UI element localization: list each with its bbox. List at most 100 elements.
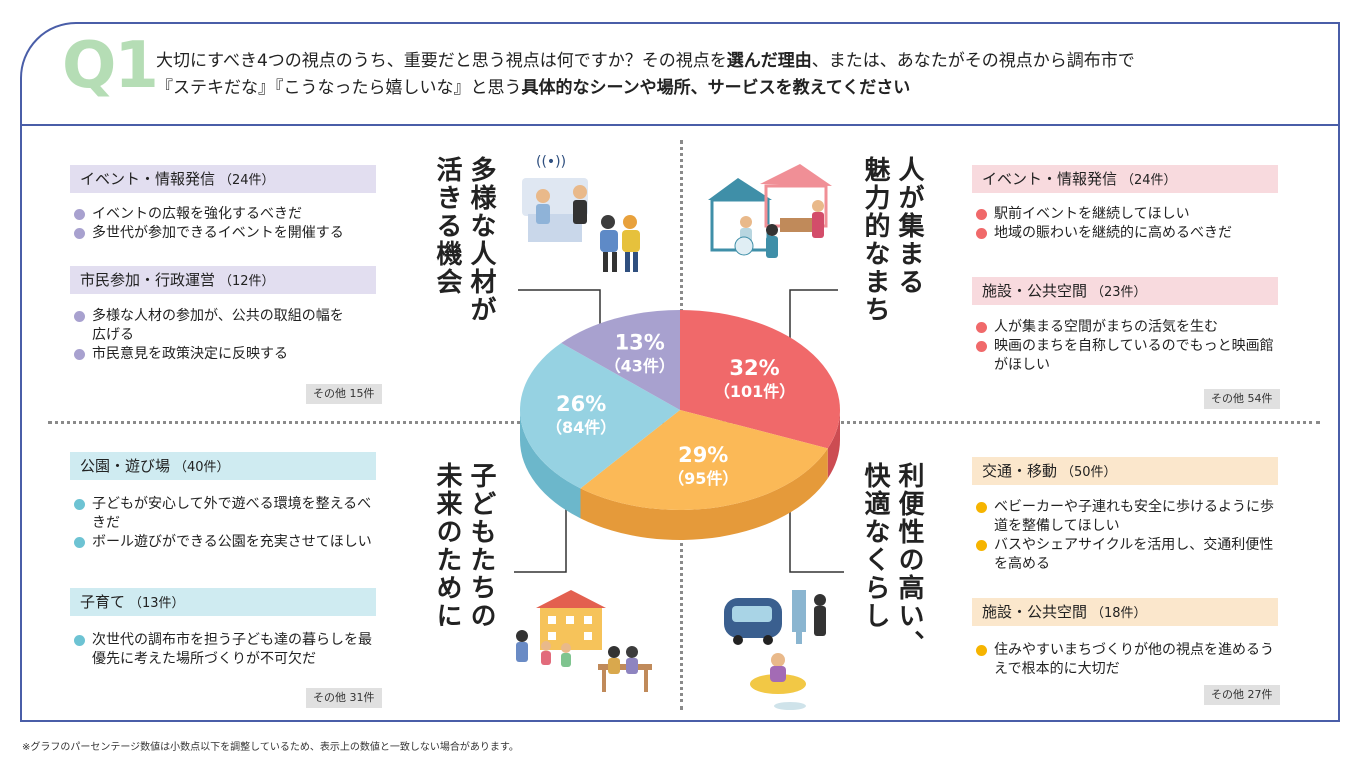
pie-slice-2 — [520, 342, 680, 489]
br-category-2-name: 施設・公共空間 — [982, 603, 1088, 621]
bl-category-1-name: 公園・遊び場 — [80, 457, 171, 475]
list-item: 多様な人材の参加が、公共の取組の幅を広げる — [74, 307, 350, 345]
pie-percent-label: 26% — [556, 392, 606, 416]
item-text: イベントの広報を強化するべきだ — [92, 206, 302, 222]
bullet-icon — [74, 311, 85, 322]
item-text: 駅前イベントを継続してほしい — [994, 206, 1190, 222]
br-list-2: 住みやすいまちづくりが他の視点を進めるうえで根本的に大切だ — [976, 641, 1276, 679]
bl-title: 子どもたちの 未来のために — [430, 462, 498, 630]
list-item: 人が集まる空間がまちの活気を生む — [976, 318, 1276, 337]
tr-category-2-name: 施設・公共空間 — [982, 282, 1088, 300]
tl-category-1-count: （24件） — [219, 173, 275, 188]
tl-category-1: イベント・情報発信 （24件） — [70, 165, 376, 193]
item-text: 住みやすいまちづくりが他の視点を進めるうえで根本的に大切だ — [994, 642, 1274, 677]
bullet-icon — [74, 537, 85, 548]
item-text: 人が集まる空間がまちの活気を生む — [994, 319, 1218, 335]
header-divider — [20, 124, 1340, 126]
bullet-icon — [74, 635, 85, 646]
tl-category-2: 市民参加・行政運営 （12件） — [70, 266, 376, 294]
people-illustration: ((•)) — [522, 154, 640, 272]
question-line2-bold: 具体的なシーンや場所、サービスを教えてください — [521, 78, 911, 98]
item-text: 多様な人材の参加が、公共の取組の幅を広げる — [92, 308, 344, 343]
tl-list-1: イベントの広報を強化するべきだ 多世代が参加できるイベントを開催する — [74, 205, 374, 243]
item-text: 子どもが安心して外で遊べる環境を整えるべきだ — [92, 496, 372, 531]
question-line1-bold: 選んだ理由 — [726, 51, 812, 71]
list-item: ベビーカーや子連れも安全に歩けるように歩道を整備してほしい — [976, 498, 1276, 536]
bullet-icon — [976, 209, 987, 220]
list-item: 子どもが安心して外で遊べる環境を整えるべきだ — [74, 495, 374, 533]
footnote: ※グラフのパーセンテージ数値は小数点以下を調整しているため、表示上の数値と一致し… — [22, 742, 519, 753]
bl-category-1: 公園・遊び場 （40件） — [70, 452, 376, 480]
pie-slice-3 — [561, 310, 680, 410]
tr-other-count: その他 54件 — [1204, 389, 1280, 409]
tr-category-1-count: （24件） — [1121, 173, 1177, 188]
pie-percent-label: 29% — [678, 443, 728, 467]
item-text: 次世代の調布市を担う子ども達の暮らしを最優先に考えた場所づくりが不可欠だ — [92, 632, 372, 667]
question-text: 大切にすべき4つの視点のうち、重要だと思う視点は何ですか？その視点を選んだ理由、… — [156, 48, 1326, 102]
bl-category-2-name: 子育て — [80, 593, 126, 611]
list-item: イベントの広報を強化するべきだ — [74, 205, 374, 224]
pie-chart: 32% （101件） 29% （95件） 26% （84件） 13% （43件） — [520, 310, 840, 540]
school-illustration — [516, 590, 652, 692]
list-item: 市民意見を政策決定に反映する — [74, 345, 350, 364]
pie-percent-label: 13% — [615, 330, 665, 354]
pie-slice-1 — [580, 410, 828, 511]
br-connector — [789, 508, 844, 573]
pie-count-label: （101件） — [714, 382, 795, 401]
item-text: ボール遊びができる公園を充実させてほしい — [92, 534, 372, 550]
br-list-1: ベビーカーや子連れも安全に歩けるように歩道を整備してほしい バスやシェアサイクル… — [976, 498, 1276, 574]
tr-category-1: イベント・情報発信 （24件） — [972, 165, 1278, 193]
tl-title-col2: 活きる機会 — [432, 156, 462, 296]
question-label: Q1 — [62, 29, 159, 103]
transport-illustration — [724, 590, 826, 710]
tl-other-count: その他 15件 — [306, 384, 382, 404]
market-illustration — [708, 164, 832, 258]
bl-title-col2: 未来のために — [432, 462, 462, 630]
list-item: 多世代が参加できるイベントを開催する — [74, 224, 374, 243]
tl-category-2-count: （12件） — [219, 274, 275, 289]
list-item: 駅前イベントを継続してほしい — [976, 205, 1276, 224]
list-item: バスやシェアサイクルを活用し、交通利便性を高める — [976, 536, 1276, 574]
pie-side-2 — [520, 410, 581, 519]
br-category-1-count: （50件） — [1061, 465, 1117, 480]
bl-title-col1: 子どもたちの — [466, 462, 496, 630]
bl-category-1-count: （40件） — [174, 460, 230, 475]
list-item: 次世代の調布市を担う子ども達の暮らしを最優先に考えた場所づくりが不可欠だ — [74, 631, 374, 669]
br-category-2-count: （18件） — [1091, 606, 1147, 621]
tl-title-col1: 多様な人材が — [466, 156, 496, 324]
tl-list-2: 多様な人材の参加が、公共の取組の幅を広げる 市民意見を政策決定に反映する — [74, 307, 350, 364]
bullet-icon — [976, 322, 987, 333]
bullet-icon — [976, 228, 987, 239]
bl-connector — [514, 508, 567, 573]
bullet-icon — [74, 349, 85, 360]
item-text: ベビーカーや子連れも安全に歩けるように歩道を整備してほしい — [994, 499, 1274, 534]
bl-category-2: 子育て （13件） — [70, 588, 376, 616]
br-category-1-name: 交通・移動 — [982, 462, 1058, 480]
br-category-1: 交通・移動 （50件） — [972, 457, 1278, 485]
tr-list-2: 人が集まる空間がまちの活気を生む 映画のまちを自称しているのでもっと映画館がほし… — [976, 318, 1276, 375]
br-title-col2: 快適なくらし — [860, 462, 890, 630]
pie-count-label: （43件） — [605, 356, 675, 375]
item-text: 映画のまちを自称しているのでもっと映画館がほしい — [994, 338, 1274, 373]
item-text: 市民意見を政策決定に反映する — [92, 346, 288, 362]
question-line2-a: 『ステキだな』『こうなったら嬉しいな』と思う — [156, 78, 522, 98]
bullet-icon — [976, 540, 987, 551]
pie-count-label: （84件） — [546, 418, 616, 437]
tl-title: 多様な人材が 活きる機会 — [430, 156, 498, 324]
bullet-icon — [976, 502, 987, 513]
list-item: ボール遊びができる公園を充実させてほしい — [74, 533, 374, 552]
tr-title-col1: 人が集まる — [894, 156, 924, 296]
bl-list-2: 次世代の調布市を担う子ども達の暮らしを最優先に考えた場所づくりが不可欠だ — [74, 631, 374, 669]
tl-category-1-name: イベント・情報発信 — [80, 170, 216, 188]
br-title-col1: 利便性の高い、 — [894, 462, 924, 658]
list-item: 住みやすいまちづくりが他の視点を進めるうえで根本的に大切だ — [976, 641, 1276, 679]
tr-title: 人が集まる 魅力的なまち — [858, 156, 926, 324]
list-item: 映画のまちを自称しているのでもっと映画館がほしい — [976, 337, 1276, 375]
pie-slice-0 — [680, 310, 840, 449]
bullet-icon — [976, 341, 987, 352]
bl-category-2-count: （13件） — [129, 596, 185, 611]
question-line1-a: 大切にすべき4つの視点のうち、重要だと思う視点は何ですか？その視点を — [156, 51, 727, 71]
tr-list-1: 駅前イベントを継続してほしい 地域の賑わいを継続的に高めるべきだ — [976, 205, 1276, 243]
tr-title-col2: 魅力的なまち — [860, 156, 890, 324]
